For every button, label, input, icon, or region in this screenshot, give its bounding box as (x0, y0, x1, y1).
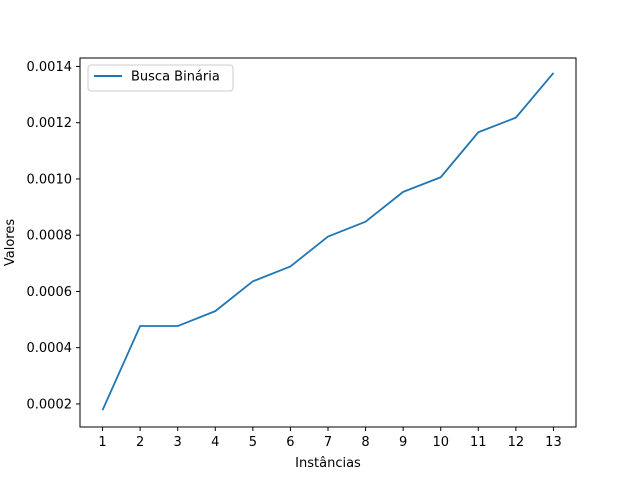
legend: Busca Binária (87, 64, 234, 92)
x-tick-label: 9 (399, 435, 407, 450)
x-tick-label: 10 (432, 435, 449, 450)
y-axis-ticks: 0.0002 0.0004 0.0006 0.0008 0.0010 0.0012 0.00… (27, 60, 80, 412)
plot-area-frame (79, 57, 577, 428)
y-tick-label: 0.0006 (27, 285, 73, 300)
x-tick-label: 4 (211, 435, 219, 450)
y-tick-label: 0.0010 (27, 172, 73, 187)
x-tick-label: 8 (361, 435, 369, 450)
x-tick-label: 1 (98, 435, 106, 450)
y-tick-label: 0.0002 (27, 397, 73, 412)
x-tick-label: 7 (324, 435, 332, 450)
y-tick-label: 0.0012 (27, 116, 73, 131)
y-tick-label: 0.0014 (27, 60, 73, 75)
x-tick-label: 5 (249, 435, 257, 450)
x-tick-label: 3 (174, 435, 182, 450)
y-tick-label: 0.0004 (27, 341, 73, 356)
x-axis-label: Instâncias (295, 456, 361, 471)
x-tick-label: 2 (136, 435, 144, 450)
x-tick-label: 13 (545, 435, 562, 450)
x-tick-label: 11 (470, 435, 487, 450)
legend-box (87, 64, 234, 92)
legend-label: Busca Binária (131, 70, 220, 85)
series-layer (101, 72, 555, 411)
y-axis-label: Valores (3, 219, 18, 266)
x-axis-ticks: 1 2 3 4 5 6 7 8 9 10 11 12 13 (98, 427, 562, 450)
x-tick-label: 6 (286, 435, 294, 450)
y-tick-label: 0.0008 (27, 229, 73, 244)
x-tick-label: 12 (508, 435, 525, 450)
